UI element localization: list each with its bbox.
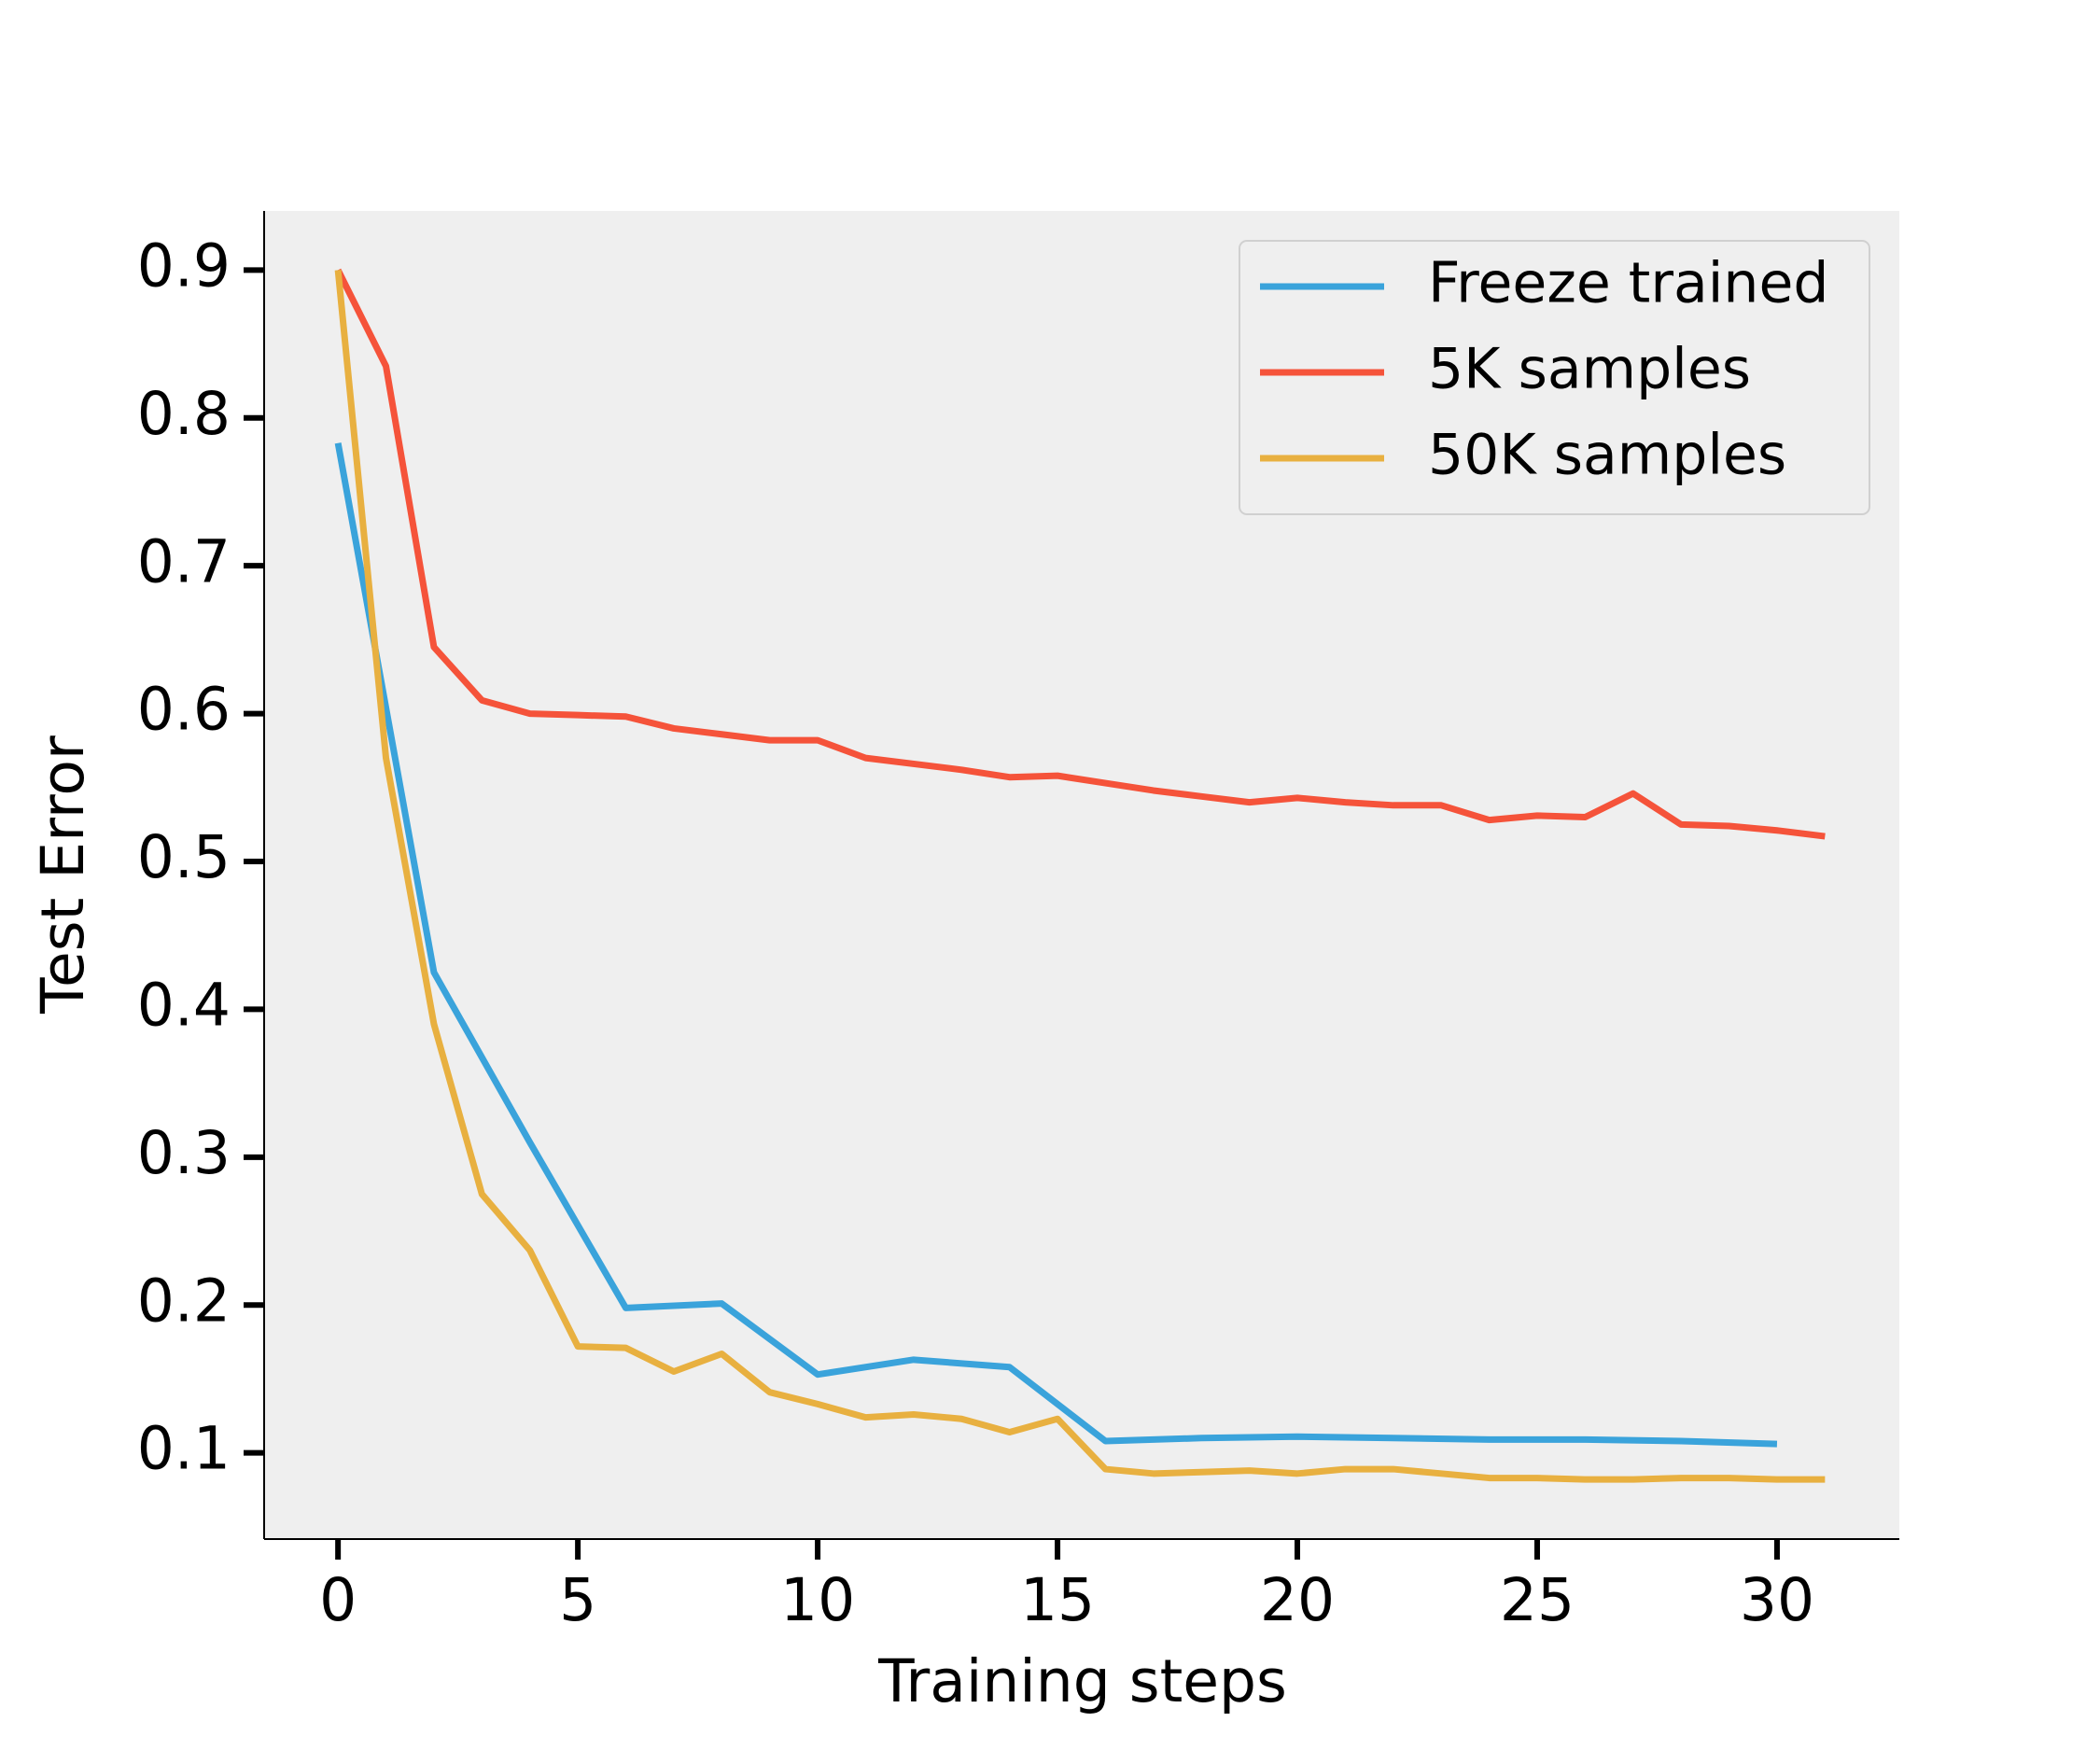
legend-box [1239,240,1870,515]
line-series [335,268,1826,840]
line-series [334,270,1826,1483]
x-tick-label: 0 [319,1566,357,1634]
y-axis-label: Test Error [29,735,97,1015]
legend-label: 5K samples [1428,337,1751,402]
y-tick-label: 0.3 [137,1119,231,1187]
legend-label: 50K samples [1428,423,1786,488]
x-tick-label: 20 [1260,1566,1335,1634]
y-tick-label: 0.2 [137,1267,231,1335]
legend-label: Freeze trained [1428,251,1828,316]
y-tick-label: 0.6 [137,676,231,744]
y-tick-label: 0.1 [137,1415,231,1483]
x-tick-label: 5 [559,1566,596,1634]
x-tick-label: 15 [1020,1566,1095,1634]
y-tick-label: 0.9 [137,231,231,300]
y-tick-label: 0.4 [137,971,231,1039]
y-tick-label: 0.8 [137,380,231,448]
x-axis-label: Training steps [877,1647,1287,1715]
x-tick-label: 25 [1500,1566,1575,1634]
x-tick-label: 10 [780,1566,855,1634]
y-tick-label: 0.5 [137,823,231,891]
y-tick-label: 0.7 [137,527,231,595]
x-tick-label: 30 [1740,1566,1814,1634]
line-series [334,442,1778,1448]
